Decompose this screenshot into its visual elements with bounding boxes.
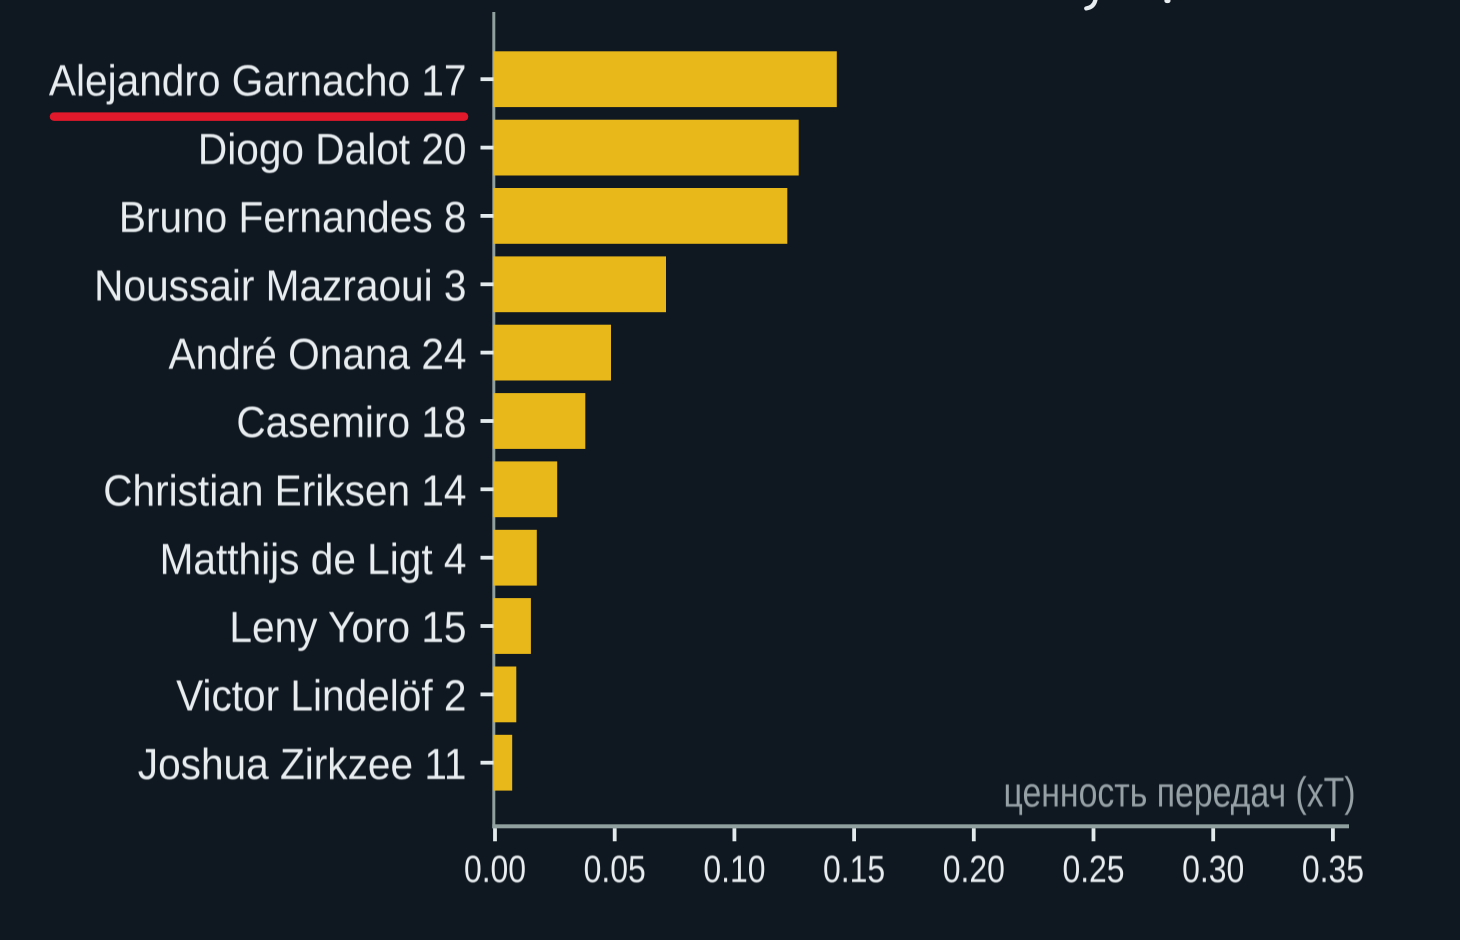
svg-text:Leny Yoro 15: Leny Yoro 15 [229,603,466,652]
svg-text:Victor Lindelöf 2: Victor Lindelöf 2 [176,671,466,720]
svg-text:Joshua Zirkzee 11: Joshua Zirkzee 11 [138,739,467,788]
svg-text:Casemiro 18: Casemiro 18 [236,398,466,447]
svg-text:Alejandro Garnacho 17: Alejandro Garnacho 17 [49,56,467,105]
svg-text:Christian Eriksen 14: Christian Eriksen 14 [103,466,466,515]
svg-text:ценность передач (xT): ценность передач (xT) [1003,769,1355,816]
svg-text:Matthijs de Ligt 4: Matthijs de Ligt 4 [160,534,467,583]
svg-text:0.05: 0.05 [584,848,646,890]
svg-text:Noussair Mazraoui 3: Noussair Mazraoui 3 [94,261,466,310]
svg-text:Diogo Dalot 20: Diogo Dalot 20 [198,124,467,173]
svg-text:0.00: 0.00 [464,848,526,890]
svg-text:0.10: 0.10 [703,848,765,890]
svg-text:André Onana 24: André Onana 24 [169,329,467,378]
svg-text:0.20: 0.20 [943,848,1005,890]
svg-text:0.30: 0.30 [1182,848,1244,890]
svg-text:0.35: 0.35 [1302,848,1364,890]
svg-text:0.15: 0.15 [823,848,885,890]
svg-text:Bruno Fernandes 8: Bruno Fernandes 8 [119,193,467,242]
svg-text:0.25: 0.25 [1062,848,1124,890]
